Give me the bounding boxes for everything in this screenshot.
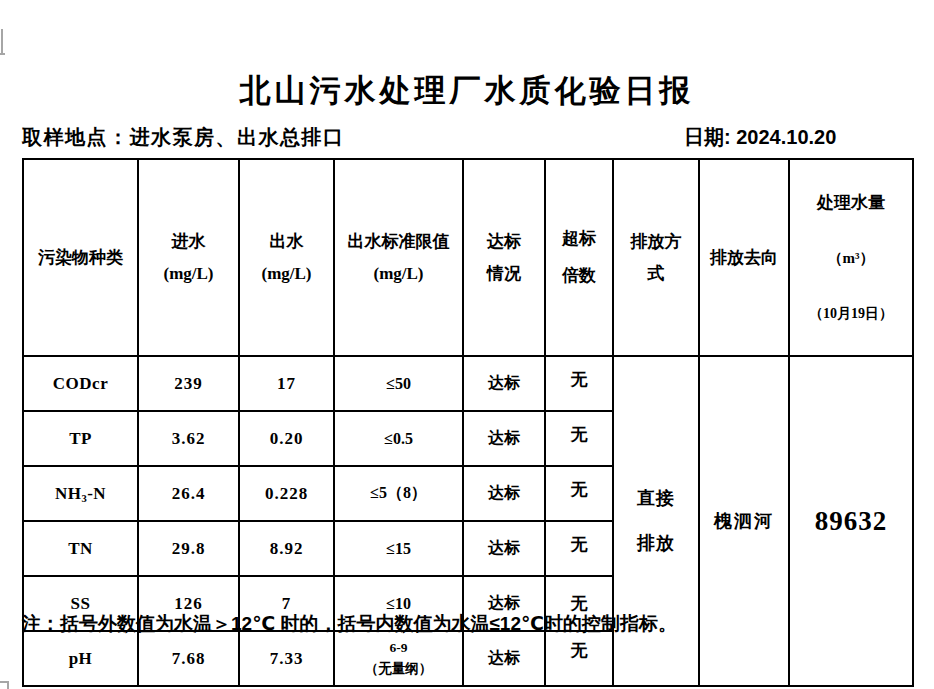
cell-limit: ≤15 (334, 521, 463, 576)
pollutant-name: pH (69, 649, 93, 668)
cell-limit: 6-9 （无量纲） (334, 631, 463, 686)
cell-pollutant: NH3-N (23, 466, 138, 521)
pollutant-name-suffix: -N (87, 484, 106, 503)
page-edge-artifact-top-horizontal (0, 53, 5, 55)
pollutant-name: TP (69, 429, 92, 448)
cell-pollutant: pH (23, 631, 138, 686)
col-header-compliance: 达标 情况 (463, 159, 545, 356)
col-header-pollutant: 污染物种类 (23, 159, 138, 356)
cell-limit: ≤50 (334, 356, 463, 411)
cell-compliance: 达标 (463, 521, 545, 576)
treated-volume-date: （10月19日） (790, 304, 912, 324)
cell-effluent: 0.228 (239, 466, 334, 521)
cell-effluent: 7.33 (239, 631, 334, 686)
cell-effluent: 17 (239, 356, 334, 411)
table-row: CODcr 239 17 ≤50 达标 无 直接 排放 槐泗河 89632 (23, 356, 913, 411)
header-row: 污染物种类 进水 (mg/L) 出水 (mg/L) 出水标准限值 (mg/L) … (23, 159, 913, 356)
cell-influent: 7.68 (138, 631, 239, 686)
col-header-discharge-mode: 排放方 式 (613, 159, 699, 356)
cell-exceed: 无 (545, 411, 613, 466)
col-header-discharge-destination: 排放去向 (699, 159, 789, 356)
water-quality-table: 污染物种类 进水 (mg/L) 出水 (mg/L) 出水标准限值 (mg/L) … (22, 158, 914, 687)
page: { "page": { "title": "北山污水处理厂水质化验日报", "s… (0, 0, 934, 689)
cell-compliance: 达标 (463, 411, 545, 466)
page-edge-artifact-top-vertical (1, 29, 3, 54)
pollutant-name: NH (55, 484, 82, 503)
cell-pollutant: CODcr (23, 356, 138, 411)
cell-compliance: 达标 (463, 466, 545, 521)
col-header-effluent: 出水 (mg/L) (239, 159, 334, 356)
footnote-text: 注：括号外数值为水温＞12℃ 时的，括号内数值为水温≤12℃时的控制指标。 (22, 611, 912, 637)
cell-exceed: 无 (545, 466, 613, 521)
page-title: 北山污水处理厂水质化验日报 (0, 70, 934, 112)
cell-effluent: 0.20 (239, 411, 334, 466)
cell-pollutant: TP (23, 411, 138, 466)
cell-influent: 3.62 (138, 411, 239, 466)
cell-effluent: 8.92 (239, 521, 334, 576)
cell-compliance: 达标 (463, 356, 545, 411)
report-date-text: 日期: 2024.10.20 (684, 124, 836, 151)
col-header-influent: 进水 (mg/L) (138, 159, 239, 356)
col-header-limit: 出水标准限值 (mg/L) (334, 159, 463, 356)
cell-limit: ≤5（8） (334, 466, 463, 521)
treated-volume-unit: （m³） (790, 248, 912, 270)
treated-volume-title: 处理水量 (790, 191, 912, 216)
cell-exceed: 无 (545, 631, 613, 686)
col-header-exceed-ratio: 超标 倍数 (545, 159, 613, 356)
cell-compliance: 达标 (463, 631, 545, 686)
cell-limit: ≤0.5 (334, 411, 463, 466)
col-header-treated-volume: 处理水量 （m³） （10月19日） (789, 159, 913, 356)
cell-influent: 239 (138, 356, 239, 411)
cell-exceed: 无 (545, 521, 613, 576)
cell-pollutant: TN (23, 521, 138, 576)
cell-influent: 29.8 (138, 521, 239, 576)
cell-exceed: 无 (545, 356, 613, 411)
pollutant-name: CODcr (53, 374, 108, 393)
pollutant-name: TN (68, 539, 93, 558)
sampling-location-text: 取样地点：进水泵房、出水总排口 (22, 124, 345, 151)
page-edge-artifact-bottom-vertical (7, 681, 9, 689)
cell-influent: 26.4 (138, 466, 239, 521)
